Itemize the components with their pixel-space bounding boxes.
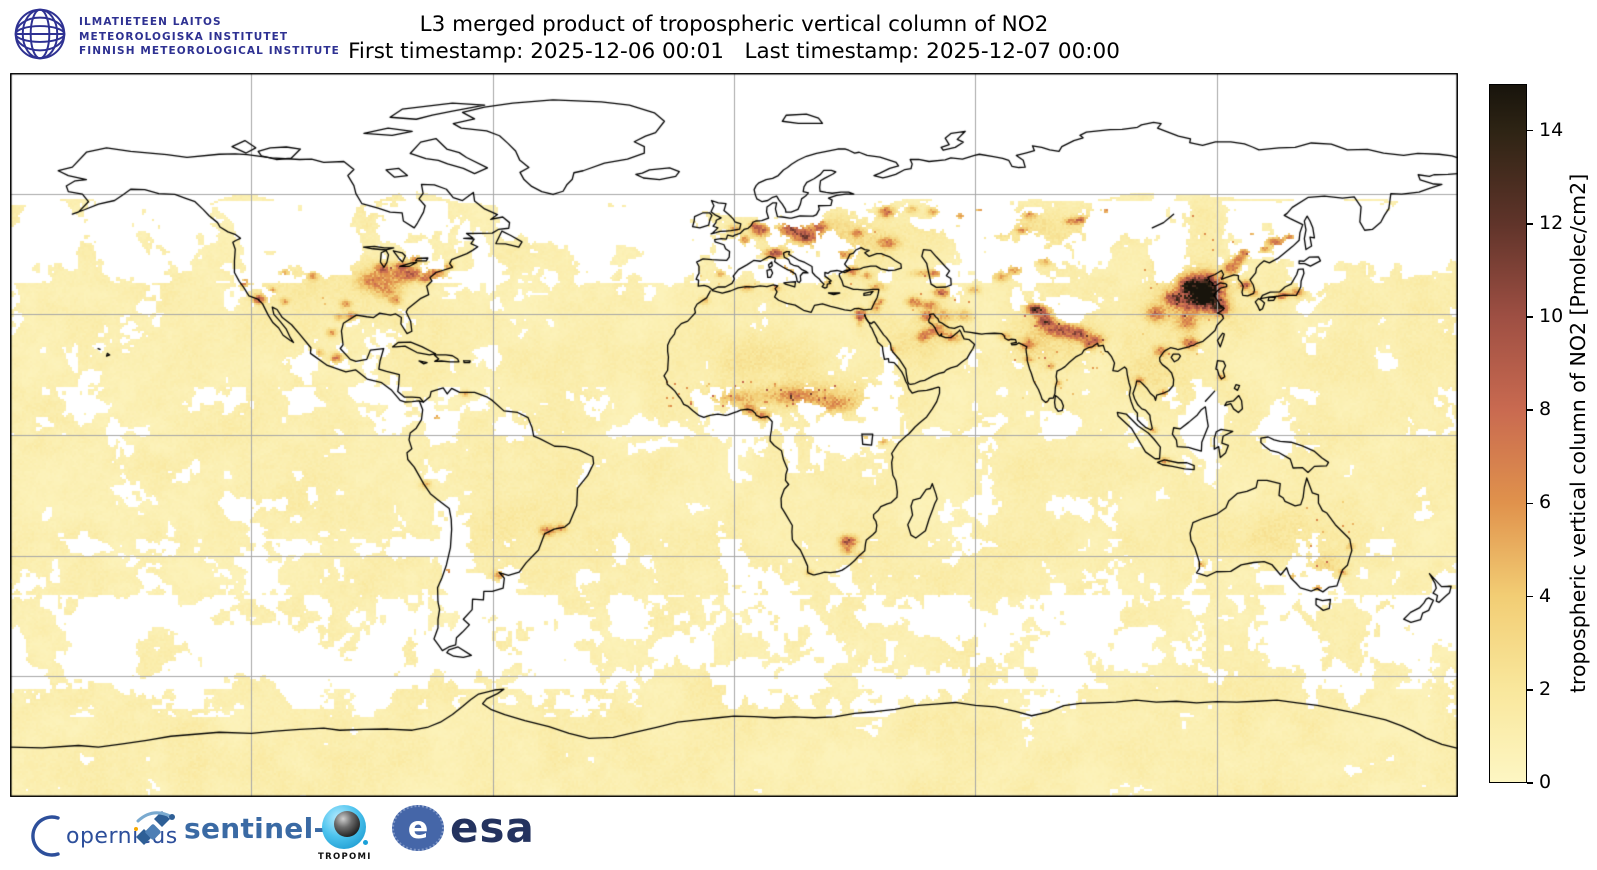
colorbar-tick-mark (1527, 316, 1533, 318)
fmi-line-en: FINNISH METEOROLOGICAL INSTITUTE (79, 45, 340, 57)
copernicus-text-pre: opern (66, 823, 133, 849)
colorbar-tick-label: 10 (1539, 304, 1564, 327)
esa-emblem-icon: e (392, 805, 444, 851)
colorbar-tick-mark (1527, 689, 1533, 691)
plot-title: L3 merged product of tropospheric vertic… (419, 12, 1049, 37)
colorbar-tick-label: 14 (1539, 118, 1564, 141)
tropomi-logo: TROPOMI (318, 805, 370, 862)
colorbar-axis-label: tropospheric vertical column of NO2 [Pmo… (1566, 173, 1590, 694)
colorbar-tick-label: 6 (1539, 491, 1552, 514)
colorbar-tick-label: 4 (1539, 584, 1552, 607)
header: L3 merged product of tropospheric vertic… (10, 0, 1458, 65)
colorbar-tick-mark (1527, 129, 1533, 132)
plot-subtitle: First timestamp: 2025-12-06 00:01 Last t… (348, 39, 1120, 64)
tropomi-sphere-icon (334, 811, 360, 837)
fmi-globe-icon (14, 8, 66, 60)
colorbar-tick-mark (1527, 782, 1533, 784)
sentinel-satellite-icon (136, 811, 175, 845)
colorbar-tick-mark (1527, 595, 1533, 598)
tropomi-icon (322, 805, 368, 849)
footer: opernıcus sentinel-5p TROPOMI e (0, 797, 1597, 870)
colorbar-tick-mark (1527, 502, 1533, 505)
tropomi-dot-icon (363, 840, 368, 845)
colorbar: 0 2 4 6 8 10 12 14 (1489, 84, 1597, 793)
fmi-institute-name: ILMATIETEEN LAITOS METEOROLOGISKA INSTIT… (79, 6, 340, 59)
colorbar-gradient (1489, 84, 1527, 783)
colorbar-tick-label: 12 (1539, 211, 1564, 234)
copernicus-text-i: ı (132, 823, 139, 849)
colorbar-tick-label: 8 (1539, 398, 1552, 421)
fmi-line-sv: METEOROLOGISKA INSTITUTET (79, 30, 289, 43)
colorbar-tick-mark (1527, 223, 1533, 225)
tropomi-wordmark: TROPOMI (318, 852, 372, 862)
esa-logo: e esa (392, 805, 535, 851)
copernicus-crescent-icon (31, 815, 60, 857)
fmi-logo: ILMATIETEEN LAITOS METEOROLOGISKA INSTIT… (12, 6, 340, 62)
fmi-line-fi: ILMATIETEEN LAITOS (79, 16, 222, 28)
esa-wordmark: esa (450, 803, 535, 852)
colorbar-tick-label: 0 (1539, 770, 1552, 793)
colorbar-tick-mark (1527, 409, 1533, 411)
world-map-canvas (10, 73, 1458, 797)
colorbar-tick-label: 2 (1539, 677, 1552, 700)
